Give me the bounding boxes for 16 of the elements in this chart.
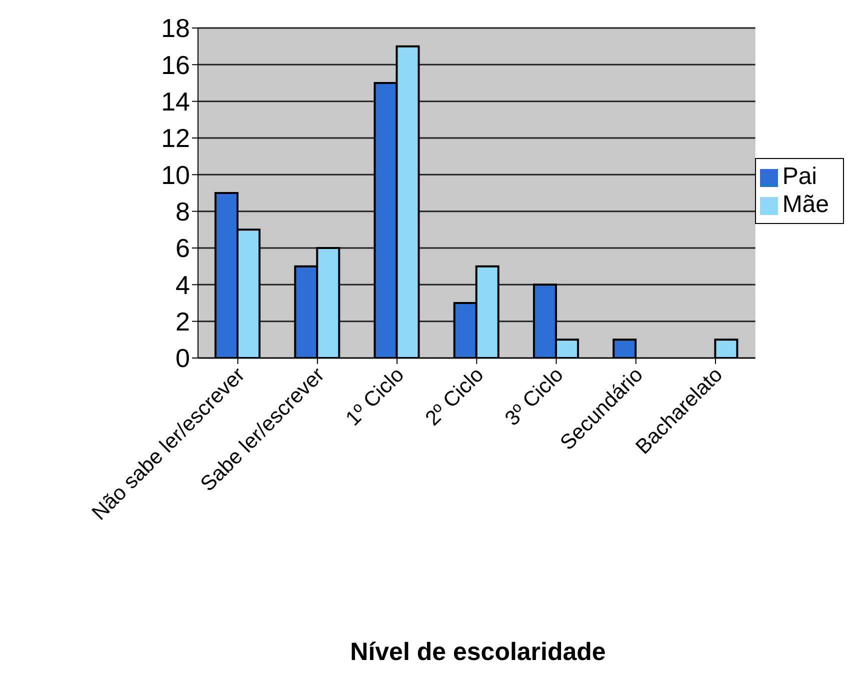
legend-label: Pai xyxy=(782,163,817,190)
y-tick-label: 10 xyxy=(161,160,190,190)
x-axis-title: Nível de escolaridade xyxy=(349,638,607,667)
y-tick-label: 18 xyxy=(161,13,190,44)
x-tick-label: 2º Ciclo xyxy=(421,363,488,430)
x-tick-label: 1º Ciclo xyxy=(342,363,409,430)
y-tick-label: 4 xyxy=(176,270,190,300)
y-tick-label: 8 xyxy=(176,196,190,227)
y-tick-label: 16 xyxy=(161,50,190,80)
y-tick-label: 14 xyxy=(161,86,190,117)
y-tick-label: 12 xyxy=(161,123,190,154)
y-tick-label: 2 xyxy=(176,306,190,337)
x-tick-label: 3º Ciclo xyxy=(500,363,568,430)
y-tick-label: 0 xyxy=(176,343,190,374)
legend-label: Mãe xyxy=(782,191,829,218)
y-tick-label: 6 xyxy=(176,233,190,264)
